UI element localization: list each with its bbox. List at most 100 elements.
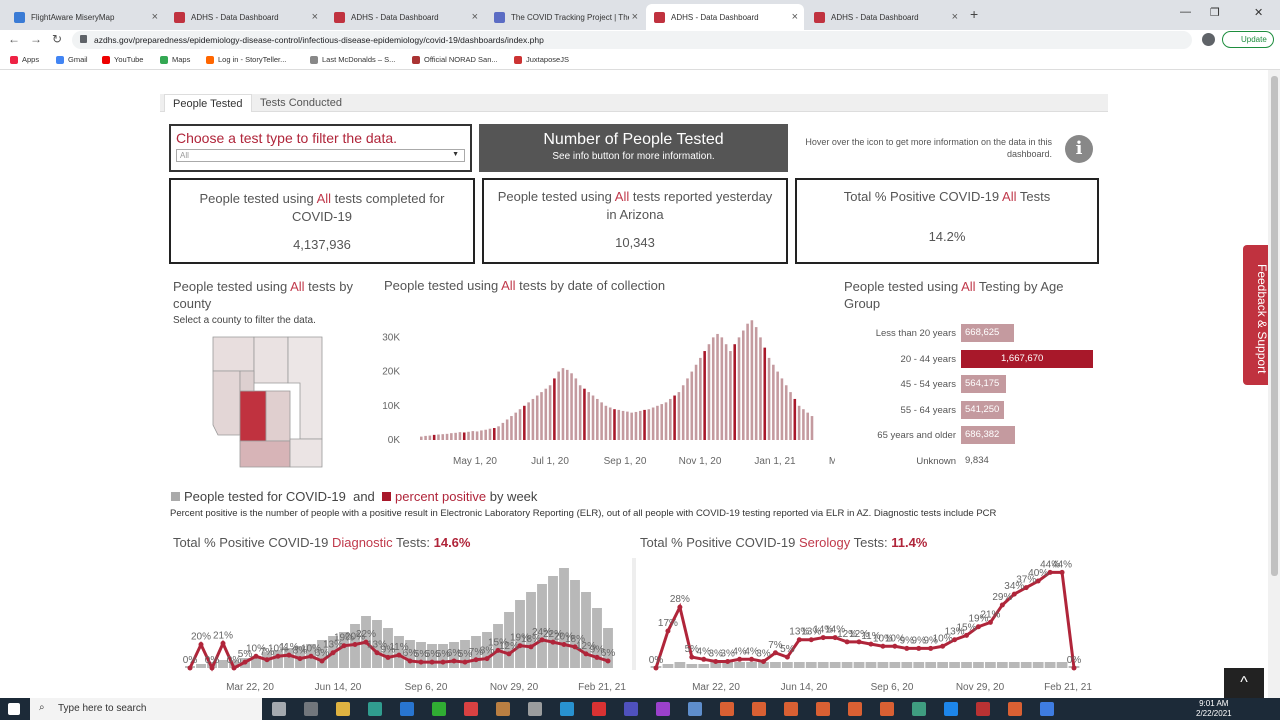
tab-tests-conducted[interactable]: Tests Conducted — [260, 97, 342, 109]
taskbar-app-icon[interactable] — [880, 702, 894, 716]
browser-tab[interactable]: ADHS - Data Dashboard × — [166, 4, 324, 30]
percent-point — [796, 637, 802, 643]
taskbar-app-icon[interactable] — [592, 702, 606, 716]
taskbar-app-icon[interactable] — [400, 702, 414, 716]
taskbar-app-icon[interactable] — [688, 702, 702, 716]
taskbar-clock[interactable]: 9:01 AM 2/22/2021 — [1196, 699, 1232, 719]
taskbar-app-icon[interactable] — [752, 702, 766, 716]
date-bar — [716, 333, 719, 440]
bookmark-item[interactable]: Maps — [160, 55, 190, 64]
taskbar-app-icon[interactable] — [720, 702, 734, 716]
reload-icon[interactable]: ↻ — [52, 32, 63, 46]
page-scrollbar[interactable] — [1268, 70, 1280, 698]
taskbar-app-icon[interactable] — [496, 702, 510, 716]
age-bar[interactable]: 541,250 — [961, 400, 1004, 419]
minimize-icon[interactable]: — — [1180, 6, 1191, 18]
feedback-support-button[interactable]: Feedback & Support — [1243, 245, 1269, 385]
age-bar[interactable]: 668,625 — [961, 324, 1014, 342]
bookmark-item[interactable]: Log in - StoryTeller... — [206, 55, 286, 64]
close-window-icon[interactable]: ✕ — [1254, 7, 1264, 19]
date-bar — [445, 433, 449, 440]
update-button[interactable]: Update — [1222, 31, 1274, 48]
percent-point — [737, 656, 743, 662]
taskbar-app-icon[interactable] — [1008, 702, 1022, 716]
percent-point — [820, 635, 826, 641]
tab-close-icon[interactable]: × — [311, 11, 318, 23]
bookmark-item[interactable]: YouTube — [102, 55, 143, 64]
test-type-value: All — [180, 151, 189, 160]
percent-point — [187, 665, 193, 671]
tab-people-tested[interactable]: People Tested — [164, 94, 252, 112]
scrollbar-thumb[interactable] — [1271, 76, 1278, 576]
info-icon[interactable]: i — [1065, 135, 1093, 163]
tests-by-date-chart[interactable]: 30K 20K 10K 0K May 1, 20 Jul 1, 20 Sep 1, 20 No… — [370, 302, 835, 472]
taskbar-app-icon[interactable] — [656, 702, 670, 716]
bookmark-item[interactable]: Last McDonalds – S... — [310, 55, 395, 64]
volume-bar — [273, 650, 283, 668]
serology-weekly-chart[interactable]: 0%17%28%5%4%3%3%4%4%3%7%5%13%13%14%14%12… — [634, 558, 1100, 698]
date-bar — [484, 429, 487, 440]
volume-bar — [877, 662, 889, 668]
new-tab-button[interactable]: + — [970, 6, 979, 22]
address-bar[interactable]: azdhs.gov/preparedness/epidemiology-dise… — [72, 31, 1192, 49]
taskbar-app-icon[interactable] — [368, 702, 382, 716]
volume-bar — [416, 642, 426, 668]
taskbar-app-icon[interactable] — [912, 702, 926, 716]
age-bar[interactable]: 686,382 — [961, 426, 1016, 444]
taskbar-app-icon[interactable] — [272, 702, 286, 716]
tab-close-icon[interactable]: × — [471, 11, 478, 23]
percent-label: 15% — [488, 637, 508, 648]
back-to-top-button[interactable]: ^ — [1224, 668, 1264, 698]
windows-start-icon[interactable] — [8, 703, 20, 715]
taskbar-search-input[interactable]: ⌕ Type here to search — [30, 698, 262, 720]
age-bar[interactable]: 9,834 — [965, 454, 989, 466]
tab-close-icon[interactable]: × — [151, 11, 158, 23]
percent-label: 4% — [744, 646, 759, 657]
chevron-down-icon: ▼ — [452, 151, 459, 158]
bookmark-item[interactable]: Gmail — [56, 55, 88, 64]
age-bar[interactable]: 564,175 — [961, 375, 1006, 393]
taskbar-app-icon[interactable] — [784, 702, 798, 716]
taskbar-app-icon[interactable] — [816, 702, 830, 716]
taskbar-app-icon[interactable] — [304, 702, 318, 716]
back-icon[interactable]: ← — [8, 32, 20, 46]
browser-tab[interactable]: FlightAware MiseryMap × — [6, 4, 164, 30]
taskbar-app-icon[interactable] — [528, 702, 542, 716]
forward-icon[interactable]: → — [30, 32, 42, 46]
browser-tab[interactable]: ADHS - Data Dashboard × — [806, 4, 964, 30]
browser-tab[interactable]: The COVID Tracking Project | The × — [486, 4, 644, 30]
taskbar-app-icon[interactable] — [464, 702, 478, 716]
tab-close-icon[interactable]: × — [791, 11, 798, 23]
date-bar — [664, 402, 668, 440]
browser-tab[interactable]: ADHS - Data Dashboard × — [646, 4, 804, 30]
tab-close-icon[interactable]: × — [951, 11, 958, 23]
bookmark-item[interactable]: JuxtaposeJS — [514, 55, 569, 64]
bookmark-item[interactable]: Apps — [10, 55, 39, 64]
percent-label: 15% — [957, 622, 977, 633]
test-type-select[interactable]: All ▼ — [176, 149, 465, 162]
taskbar-app-icon[interactable] — [432, 702, 446, 716]
percent-point — [286, 652, 292, 658]
taskbar-app-icon[interactable] — [624, 702, 638, 716]
date-bar — [776, 371, 779, 440]
percent-label: 8% — [293, 646, 308, 657]
arizona-county-map[interactable] — [210, 335, 326, 469]
dashboard-page: People Tested Tests Conducted Choose a t… — [0, 70, 1268, 698]
date-bar — [638, 410, 642, 440]
percent-label: 5% — [436, 649, 451, 660]
profile-avatar[interactable] — [1202, 33, 1215, 46]
taskbar-app-icon[interactable] — [944, 702, 958, 716]
maximize-icon[interactable]: ❐ — [1210, 7, 1220, 19]
taskbar-app-icon[interactable] — [1040, 702, 1054, 716]
taskbar-app-icon[interactable] — [976, 702, 990, 716]
taskbar-app-icon[interactable] — [336, 702, 350, 716]
browser-tab[interactable]: ADHS - Data Dashboard × — [326, 4, 484, 30]
bookmark-item[interactable]: Official NORAD San... — [412, 55, 498, 64]
taskbar-app-icon[interactable] — [848, 702, 862, 716]
diagnostic-weekly-chart[interactable]: 0%20%0%21%0%5%10%7%10%11%8%10%6%13%19%20… — [168, 558, 634, 698]
age-bar[interactable]: 1,667,670 — [961, 349, 1093, 368]
tab-close-icon[interactable]: × — [631, 11, 638, 23]
taskbar-app-icon[interactable] — [560, 702, 574, 716]
percent-point — [677, 604, 683, 610]
volume-bar — [482, 632, 492, 668]
